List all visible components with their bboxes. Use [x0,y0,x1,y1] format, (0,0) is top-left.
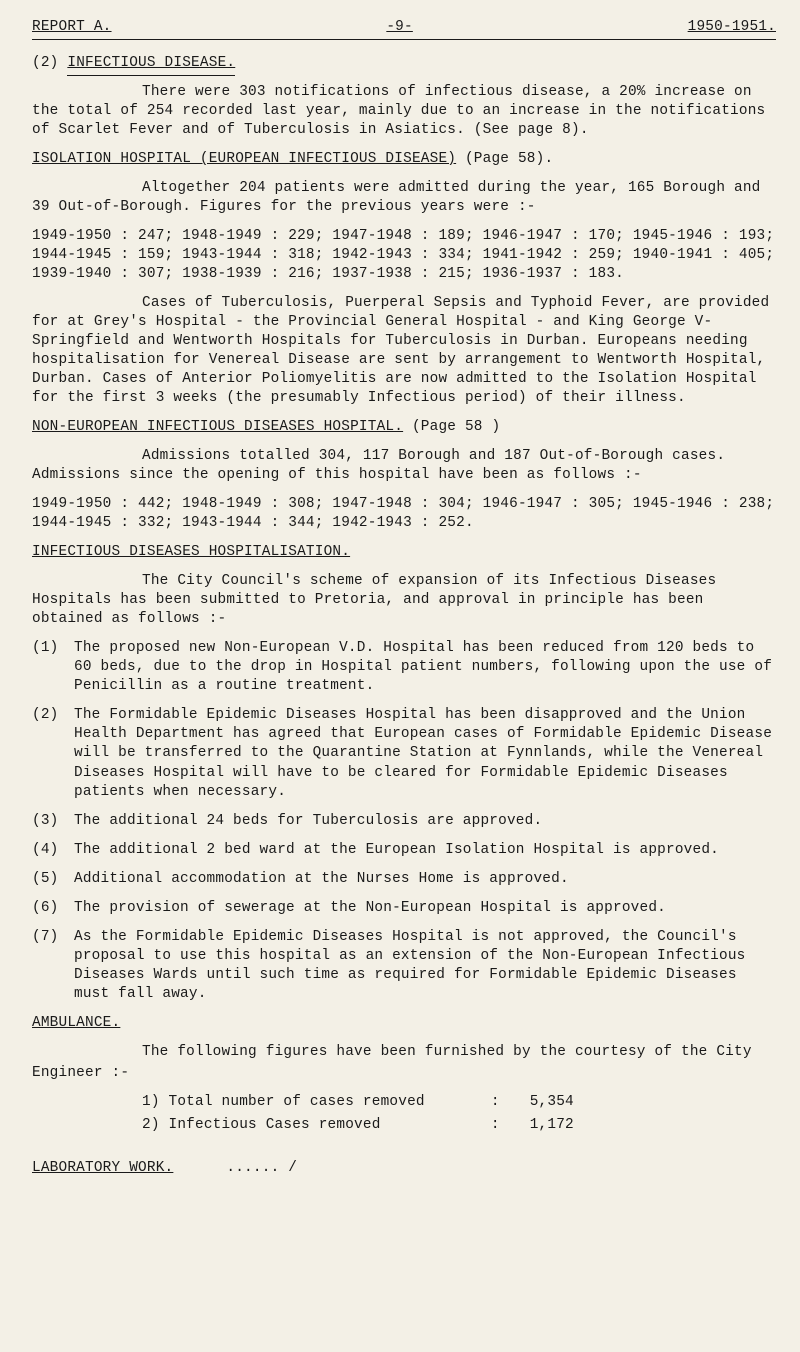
item-number: (5) [32,870,74,889]
item-number: (7) [32,928,74,1004]
list-item: (7) As the Formidable Epidemic Diseases … [32,928,776,1004]
item-text: The proposed new Non-European V.D. Hospi… [74,639,776,696]
section-title: AMBULANCE. [32,1014,776,1033]
item-text: The provision of sewerage at the Non-Eur… [74,899,776,918]
section-title: LABORATORY WORK. [32,1160,173,1176]
year-line: 1949-1950 : 247; 1948-1949 : 229; 1947-1… [32,227,776,246]
item-number: (3) [32,812,74,831]
year-line: 1949-1950 : 442; 1948-1949 : 308; 1947-1… [32,495,776,514]
item-number: (4) [32,841,74,860]
paragraph: There were 303 notifications of infectio… [32,83,776,140]
paragraph: Admissions totalled 304, 117 Borough and… [32,447,776,485]
item-text: The Formidable Epidemic Diseases Hospita… [74,706,776,801]
subsection-title: INFECTIOUS DISEASES HOSPITALISATION. [32,543,776,562]
stat-row: 1) Total number of cases removed : 5,354 [142,1093,776,1112]
item-text: As the Formidable Epidemic Diseases Hosp… [74,928,776,1004]
list-item: (3) The additional 24 beds for Tuberculo… [32,812,776,831]
stat-label: 1) Total number of cases removed [142,1093,482,1112]
paragraph: Cases of Tuberculosis, Puerperal Sepsis … [32,294,776,408]
subsection-page-ref: (Page 58). [456,151,553,167]
subsection-title: ISOLATION HOSPITAL (EUROPEAN INFECTIOUS … [32,151,456,167]
paragraph: Engineer :- [32,1064,776,1083]
colon: : [491,1116,521,1135]
item-number: (2) [32,706,74,801]
list-item: (6) The provision of sewerage at the Non… [32,899,776,918]
stat-value: 1,172 [530,1117,574,1133]
paragraph: The following figures have been furnishe… [142,1044,752,1060]
header-left: REPORT A. [32,18,112,37]
page-header: REPORT A. -9- 1950-1951. [32,18,776,40]
section-number: (2) [32,55,59,71]
continuation-marker: ...... / [226,1160,297,1176]
list-item: (4) The additional 2 bed ward at the Eur… [32,841,776,860]
year-figures-block: 1949-1950 : 247; 1948-1949 : 229; 1947-1… [32,227,776,284]
item-text: The additional 2 bed ward at the Europea… [74,841,776,860]
stat-row: 2) Infectious Cases removed : 1,172 [142,1116,776,1135]
subsection-title: NON-EUROPEAN INFECTIOUS DISEASES HOSPITA… [32,419,403,435]
item-text: Additional accommodation at the Nurses H… [74,870,776,889]
paragraph: Altogether 204 patients were admitted du… [32,179,776,217]
year-line: 1944-1945 : 159; 1943-1944 : 318; 1942-1… [32,246,776,265]
item-number: (1) [32,639,74,696]
item-text: The additional 24 beds for Tuberculosis … [74,812,776,831]
stat-value: 5,354 [530,1094,574,1110]
subsection-page-ref: (Page 58 ) [403,419,500,435]
list-item: (1) The proposed new Non-European V.D. H… [32,639,776,696]
year-figures-block: 1949-1950 : 442; 1948-1949 : 308; 1947-1… [32,495,776,533]
stat-label: 2) Infectious Cases removed [142,1116,482,1135]
item-number: (6) [32,899,74,918]
colon: : [491,1093,521,1112]
section-title: INFECTIOUS DISEASE. [67,54,235,73]
header-right: 1950-1951. [688,18,776,37]
list-item: (5) Additional accommodation at the Nurs… [32,870,776,889]
header-page-number: -9- [386,18,413,37]
proposal-list: (1) The proposed new Non-European V.D. H… [32,639,776,1003]
list-item: (2) The Formidable Epidemic Diseases Hos… [32,706,776,801]
paragraph: The City Council's scheme of expansion o… [32,572,776,629]
year-line: 1944-1945 : 332; 1943-1944 : 344; 1942-1… [32,514,776,533]
year-line: 1939-1940 : 307; 1938-1939 : 216; 1937-1… [32,265,776,284]
